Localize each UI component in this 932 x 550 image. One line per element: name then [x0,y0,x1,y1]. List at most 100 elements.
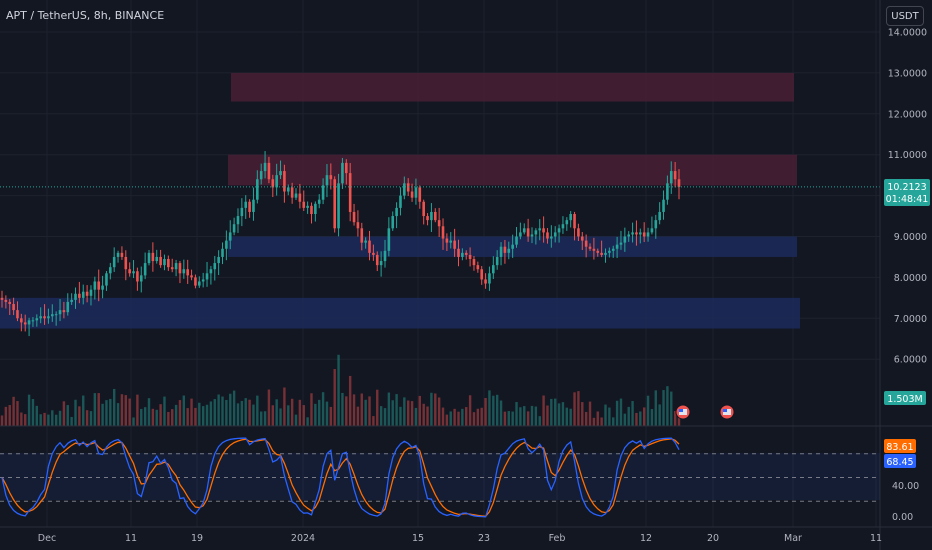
volume-bar [225,400,228,426]
candle-body [414,187,418,198]
candle-body [433,211,437,221]
candle-body [128,269,131,274]
candle-body [553,232,557,237]
volume-bar [410,401,414,426]
candle-body [646,232,650,237]
volume-bar [147,398,151,426]
candle-body [677,179,681,188]
price-tick: 7.0000 [894,314,927,325]
volume-bar [615,400,619,426]
volume-bar [217,394,220,426]
candle-body [588,246,592,249]
resistance-zone [231,72,794,102]
candle-body [530,234,534,237]
volume-bar [198,402,201,426]
candle-body [186,269,189,276]
volume-bar [229,393,232,426]
candle-body [476,265,480,270]
candle-body [507,248,511,253]
candle-body [449,240,453,243]
volume-bar [89,411,93,426]
volume-bar [476,408,480,426]
volume-bar [271,405,274,426]
volume-bar [329,406,333,426]
candle-body [356,222,360,229]
candle-body [97,281,101,290]
candle-body [170,267,174,270]
candle-body [437,220,441,227]
candle-body [124,256,128,270]
volume-bar [263,411,267,426]
candle-body [345,162,348,174]
volume-bar [670,391,673,426]
volume-bar [414,407,418,426]
candle-body [592,248,596,251]
volume-bar [449,411,452,426]
price-tick: 9.0000 [894,232,927,243]
volume-bar [596,411,599,426]
volume-bar [4,406,8,426]
us-flag-marker-1[interactable] [675,404,691,420]
time-tick: 20 [707,533,719,544]
candle-body [81,291,85,298]
volume-bar [530,405,534,426]
candle-body [329,175,333,180]
candle-body [395,207,398,217]
candle-body [430,211,433,221]
candle-body [286,187,290,192]
candle-body [93,281,97,290]
time-tick: Dec [38,533,56,544]
volume-bar [453,408,456,426]
volume-bar [658,404,661,426]
volume-bar [27,394,31,426]
volume-bar [248,399,251,426]
candle-body [642,232,646,237]
candle-body [325,175,329,186]
candle-body [383,250,387,262]
us-flag-marker-2[interactable] [719,404,735,420]
volume-bar [321,392,325,426]
volume-bar [178,400,182,426]
currency-button[interactable]: USDT [886,6,924,26]
volume-bar [619,398,623,426]
candle-body [580,236,584,241]
candle-body [228,232,232,241]
volume-bar [352,394,356,426]
candle-body [217,256,220,264]
volume-bar [221,396,224,426]
candle-body [178,263,182,274]
candle-body [321,185,325,200]
candle-body [109,267,112,274]
candle-body [0,297,4,300]
candle-body [669,171,673,184]
candle-body [143,263,147,276]
candle-body [561,224,565,229]
candle-body [298,193,302,202]
volume-bar [526,411,530,426]
volume-bar [8,405,11,426]
volume-bar [275,399,278,426]
candle-body [410,191,414,198]
volume-bar [12,396,15,426]
time-tick: Feb [549,533,566,544]
volume-bar [167,411,170,426]
oscillator-tick: 40.00 [892,481,919,492]
volume-bar [39,414,42,426]
time-tick: 19 [191,533,203,544]
candle-body [271,179,275,188]
volume-bar [538,416,541,426]
candle-body [240,207,244,217]
candle-body [453,240,456,249]
volume-bar [66,405,69,426]
time-axis[interactable]: Dec 11 19 2024 15 23 Feb 12 20 Mar 11 [38,533,882,544]
volume-bar [387,392,391,426]
candle-body [232,224,236,233]
candle-body [348,173,352,212]
candle-body [600,252,603,255]
volume-bar [290,398,294,426]
candle-body [387,228,391,251]
volume-bar [391,400,394,426]
candle-body [569,214,572,221]
volume-bar [159,404,162,426]
